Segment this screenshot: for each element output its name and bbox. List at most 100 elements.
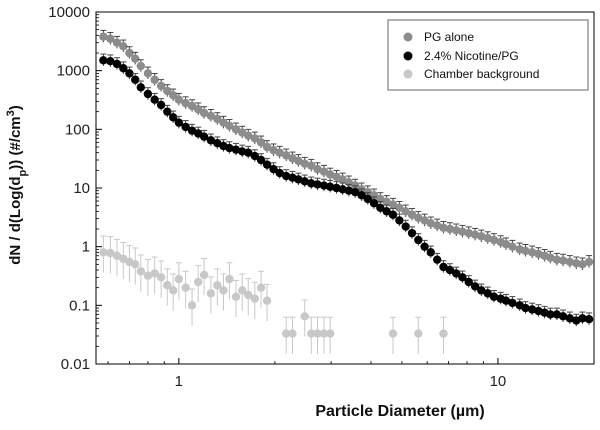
y-tick-label: 0.01 <box>61 356 90 373</box>
data-point <box>382 207 391 216</box>
data-point <box>143 271 153 280</box>
data-point <box>388 329 398 338</box>
data-point <box>439 262 448 272</box>
data-point <box>99 56 108 65</box>
data-point <box>262 142 272 152</box>
data-point <box>584 257 594 267</box>
legend-marker-chamber-background <box>403 69 413 79</box>
data-point <box>112 59 122 69</box>
data-point <box>445 265 455 275</box>
data-point <box>131 75 140 84</box>
legend-box <box>387 19 589 91</box>
data-point <box>262 160 272 169</box>
data-point <box>369 199 379 208</box>
data-point <box>206 111 216 121</box>
data-point <box>501 240 511 249</box>
data-point <box>275 168 284 178</box>
data-point <box>106 248 115 258</box>
data-point <box>174 95 184 104</box>
y-axis-label: dN / d(Log(dp)) (#/cm3) <box>5 105 29 265</box>
data-point <box>143 89 153 99</box>
data-point <box>388 210 398 219</box>
data-point <box>565 314 575 323</box>
data-point <box>163 281 172 290</box>
data-point <box>131 260 140 269</box>
data-point <box>313 329 322 338</box>
data-point <box>99 248 108 257</box>
data-point <box>420 242 429 251</box>
y-tick-label: 1 <box>82 239 90 256</box>
data-point <box>136 267 146 276</box>
data-point <box>325 182 335 191</box>
data-point <box>143 69 153 78</box>
data-point <box>521 303 530 313</box>
legend-marker-nicotine-pg <box>403 51 413 61</box>
data-point <box>156 100 166 110</box>
data-point <box>521 246 530 256</box>
data-point <box>244 131 253 140</box>
data-point <box>269 164 278 174</box>
x-axis-label: Particle Diameter (µm) <box>315 403 484 420</box>
data-point <box>363 187 373 197</box>
data-point <box>344 186 354 195</box>
data-point <box>99 32 108 41</box>
data-point <box>156 81 166 91</box>
data-point <box>300 177 309 186</box>
data-point <box>489 235 499 245</box>
data-point <box>351 187 360 197</box>
data-point <box>174 274 184 284</box>
data-point <box>546 253 555 262</box>
data-point <box>282 329 291 338</box>
data-point <box>206 136 216 145</box>
data-point <box>168 113 178 122</box>
data-point <box>199 270 209 280</box>
y-tick-label: 10000 <box>48 4 90 21</box>
data-point <box>300 159 309 168</box>
data-point <box>388 200 398 209</box>
data-point <box>508 242 517 251</box>
data-point <box>181 122 190 132</box>
data-point <box>106 34 115 43</box>
data-point <box>250 151 260 161</box>
data-point <box>231 125 241 134</box>
y-tick-label: 100 <box>65 121 90 138</box>
data-point <box>432 221 442 230</box>
data-point <box>414 235 423 245</box>
data-point <box>464 277 473 287</box>
data-point <box>325 170 335 179</box>
data-point <box>407 228 417 238</box>
data-point <box>225 274 234 284</box>
x-tick-label: 1 <box>175 373 183 390</box>
data-point <box>256 155 266 165</box>
legend-label-nicotine-pg: 2.4% Nicotine/PG <box>424 49 519 63</box>
data-point <box>458 273 467 282</box>
data-point <box>225 121 234 130</box>
data-point <box>168 286 178 295</box>
data-point <box>174 118 184 127</box>
data-point <box>313 164 322 174</box>
data-point <box>275 148 284 157</box>
data-point <box>584 315 594 324</box>
data-point <box>181 98 190 108</box>
data-point <box>250 134 260 143</box>
series-nicotine-pg <box>99 53 594 327</box>
legend-label-chamber-background: Chamber background <box>424 67 539 81</box>
data-point <box>401 222 410 231</box>
data-point <box>489 292 499 301</box>
data-point <box>106 56 115 66</box>
data-point <box>187 301 197 310</box>
data-point <box>112 38 122 47</box>
data-point <box>313 180 322 189</box>
data-point <box>288 329 297 338</box>
data-point <box>578 314 587 323</box>
data-point <box>470 282 480 291</box>
y-tick-label: 1000 <box>57 63 90 80</box>
data-point <box>194 277 203 287</box>
data-point <box>282 151 291 160</box>
data-point <box>219 286 228 295</box>
data-point <box>181 283 190 292</box>
data-point <box>150 75 159 84</box>
data-point <box>225 143 234 153</box>
data-point <box>565 257 575 267</box>
